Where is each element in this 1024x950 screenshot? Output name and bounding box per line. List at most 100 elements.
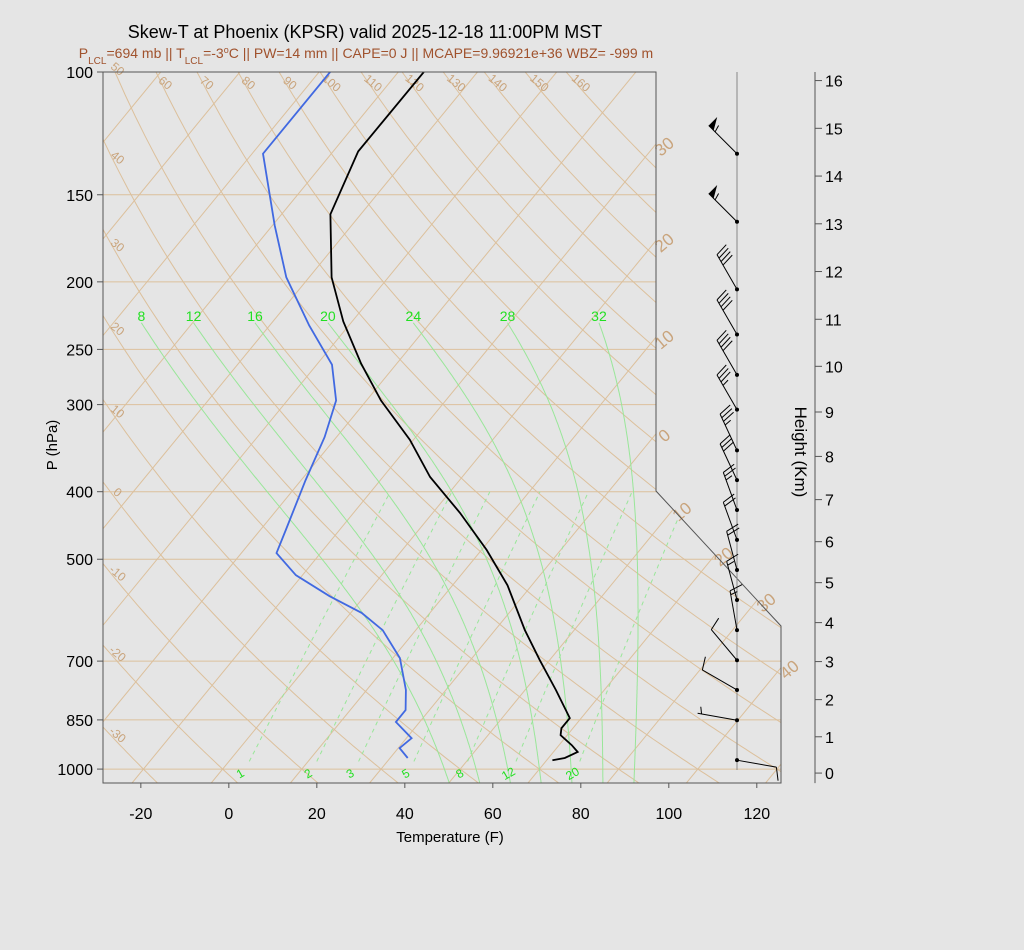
barb-feather bbox=[718, 293, 729, 304]
isotherm bbox=[103, 72, 399, 783]
barb-staff bbox=[722, 472, 738, 511]
barb-feather bbox=[710, 617, 720, 630]
barb-feather bbox=[720, 251, 731, 262]
barb-dot bbox=[735, 372, 739, 377]
barb-staff bbox=[708, 125, 738, 155]
barb-feather bbox=[727, 527, 740, 536]
y2-tick-label: 14 bbox=[825, 169, 843, 186]
dry-adiabat bbox=[103, 72, 720, 783]
wind-barb bbox=[716, 329, 739, 377]
dry-adiabat bbox=[114, 72, 781, 783]
wind-barb bbox=[710, 617, 739, 663]
barb-feather bbox=[718, 247, 729, 259]
isotherm bbox=[103, 72, 558, 783]
barb-staff bbox=[716, 374, 738, 410]
barb-feather bbox=[724, 497, 736, 507]
barb-feather bbox=[775, 767, 779, 781]
barb-feather bbox=[718, 333, 729, 345]
mixing-ratio-line bbox=[579, 491, 690, 762]
moist-adiabat bbox=[140, 322, 450, 783]
barb-staff bbox=[716, 340, 738, 376]
isotherm bbox=[103, 72, 320, 783]
moist-adiabat-label: 16 bbox=[247, 308, 263, 324]
barb-feather bbox=[723, 411, 734, 422]
wind-barb bbox=[726, 553, 739, 602]
wind-barb bbox=[722, 463, 739, 513]
barb-staff bbox=[702, 669, 738, 691]
y-tick-label: 1000 bbox=[57, 762, 93, 779]
barb-pennant bbox=[708, 116, 718, 131]
barb-half-feather bbox=[724, 419, 731, 426]
barb-feather bbox=[716, 329, 727, 341]
mixing-ratio-line bbox=[248, 491, 391, 762]
barb-dot bbox=[735, 407, 739, 412]
dry-adiabat bbox=[103, 72, 239, 783]
mixing-ratio-line bbox=[316, 491, 453, 762]
moist-adiabat bbox=[327, 322, 542, 783]
profiles bbox=[262, 72, 580, 762]
moist-adiabat bbox=[598, 322, 639, 783]
y2-tick-label: 2 bbox=[825, 693, 834, 710]
y-tick-label: 400 bbox=[66, 485, 93, 502]
wind-barb bbox=[708, 184, 739, 224]
barb-half-feather bbox=[700, 706, 703, 715]
barb-feather bbox=[716, 364, 727, 376]
barb-feather bbox=[724, 467, 736, 477]
moist-adiabat-label: 12 bbox=[186, 308, 202, 324]
isotherm bbox=[103, 72, 637, 783]
y2-tick-label: 3 bbox=[825, 655, 834, 672]
barb-feather bbox=[718, 368, 729, 379]
isotherm bbox=[606, 72, 781, 783]
chart-subtitle: PLCL=694 mb || TLCL=-3oC || PW=14 mm || … bbox=[79, 45, 653, 67]
y2-tick-label: 12 bbox=[825, 265, 843, 282]
y2-tick-label: 1 bbox=[825, 730, 834, 747]
mixing-ratio-line bbox=[515, 491, 633, 762]
x-tick-label: -20 bbox=[129, 806, 152, 823]
barb-staff bbox=[710, 629, 738, 661]
subtitle-part: =694 mb || T bbox=[106, 45, 185, 61]
barb-dot bbox=[735, 508, 739, 513]
y-axis-label: P (hPa) bbox=[44, 420, 61, 471]
barb-dot bbox=[735, 448, 739, 453]
barb-staff bbox=[726, 531, 738, 571]
wind-barb bbox=[722, 493, 739, 542]
wind-barb bbox=[697, 706, 739, 723]
dry-adiabat bbox=[103, 72, 479, 783]
wind-barb bbox=[719, 434, 739, 483]
barb-feather bbox=[719, 404, 731, 415]
barb-feather bbox=[722, 254, 733, 266]
y2-tick-label: 13 bbox=[825, 217, 843, 234]
y2-tick-label: 15 bbox=[825, 121, 843, 138]
barb-feather bbox=[723, 463, 735, 473]
barb-half-feather bbox=[714, 125, 720, 133]
subtitle-part: C || PW=14 mm || CAPE=0 J || MCAPE=9.969… bbox=[229, 45, 654, 61]
barb-feather bbox=[723, 493, 735, 503]
x-axis-label: Temperature (F) bbox=[396, 829, 504, 846]
x-tick-label: 40 bbox=[396, 806, 414, 823]
wind-barb bbox=[726, 523, 740, 572]
y-tick-label: 850 bbox=[66, 713, 93, 730]
moist-adiabat bbox=[412, 322, 573, 783]
y-tick-label: 300 bbox=[66, 398, 93, 415]
dry-adiabat bbox=[103, 72, 399, 783]
y2-tick-label: 9 bbox=[825, 405, 834, 422]
y2-tick-label: 8 bbox=[825, 449, 834, 466]
barb-dot bbox=[735, 537, 739, 542]
mixing-ratio-label: 20 bbox=[563, 764, 582, 783]
y-tick-label: 200 bbox=[66, 275, 93, 292]
wind-barb bbox=[729, 584, 743, 633]
barb-dot bbox=[735, 478, 739, 483]
barb-dot bbox=[735, 628, 739, 633]
wind-barb bbox=[716, 364, 739, 412]
dry-adiabat bbox=[103, 72, 319, 783]
barb-feather bbox=[720, 336, 731, 348]
y2-tick-label: 6 bbox=[825, 535, 834, 552]
moist-adiabat-label: 24 bbox=[406, 308, 422, 324]
barb-dot bbox=[735, 567, 739, 572]
moist-adiabat-label: 28 bbox=[500, 308, 516, 324]
wind-barb bbox=[735, 758, 779, 781]
wind-barb bbox=[719, 404, 739, 453]
barb-dot bbox=[735, 597, 739, 602]
